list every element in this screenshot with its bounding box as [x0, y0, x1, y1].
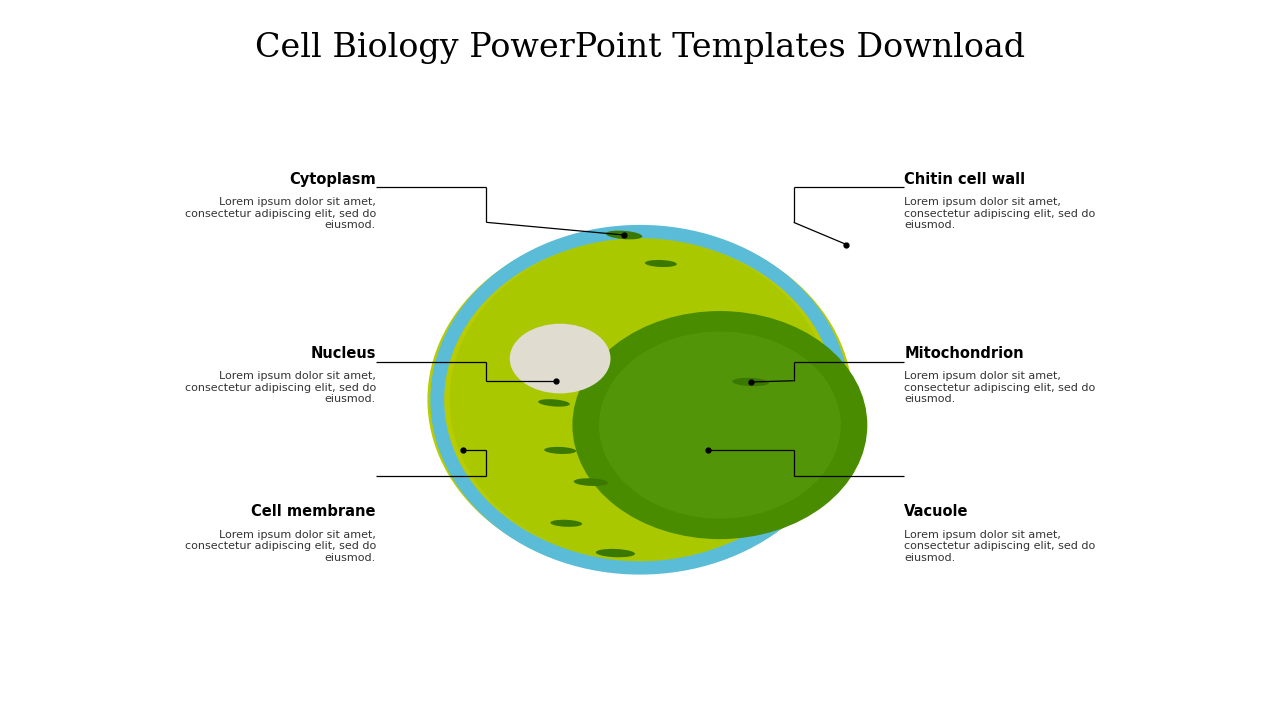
Ellipse shape [732, 378, 769, 386]
Ellipse shape [449, 238, 831, 562]
Ellipse shape [605, 230, 643, 239]
Text: Cell membrane: Cell membrane [251, 504, 376, 519]
Ellipse shape [544, 447, 576, 454]
Text: Chitin cell wall: Chitin cell wall [904, 171, 1025, 186]
Ellipse shape [550, 520, 582, 527]
Ellipse shape [428, 227, 852, 572]
Text: Lorem ipsum dolor sit amet,
consectetur adipiscing elit, sed do
eiusmod.: Lorem ipsum dolor sit amet, consectetur … [184, 530, 376, 563]
Text: Cytoplasm: Cytoplasm [289, 171, 376, 186]
Ellipse shape [573, 478, 608, 486]
Text: Lorem ipsum dolor sit amet,
consectetur adipiscing elit, sed do
eiusmod.: Lorem ipsum dolor sit amet, consectetur … [904, 530, 1096, 563]
Ellipse shape [509, 324, 611, 393]
Ellipse shape [599, 332, 841, 518]
Ellipse shape [645, 260, 677, 267]
Text: Nucleus: Nucleus [310, 346, 376, 361]
Ellipse shape [538, 399, 570, 407]
Text: Vacuole: Vacuole [904, 504, 969, 519]
Text: Lorem ipsum dolor sit amet,
consectetur adipiscing elit, sed do
eiusmod.: Lorem ipsum dolor sit amet, consectetur … [184, 197, 376, 230]
Text: Mitochondrion: Mitochondrion [904, 346, 1024, 361]
Text: Lorem ipsum dolor sit amet,
consectetur adipiscing elit, sed do
eiusmod.: Lorem ipsum dolor sit amet, consectetur … [184, 372, 376, 405]
Text: Cell Biology PowerPoint Templates Download: Cell Biology PowerPoint Templates Downlo… [255, 32, 1025, 64]
Ellipse shape [595, 549, 635, 557]
Text: Lorem ipsum dolor sit amet,
consectetur adipiscing elit, sed do
eiusmod.: Lorem ipsum dolor sit amet, consectetur … [904, 197, 1096, 230]
Text: Lorem ipsum dolor sit amet,
consectetur adipiscing elit, sed do
eiusmod.: Lorem ipsum dolor sit amet, consectetur … [904, 372, 1096, 405]
Ellipse shape [572, 311, 868, 539]
